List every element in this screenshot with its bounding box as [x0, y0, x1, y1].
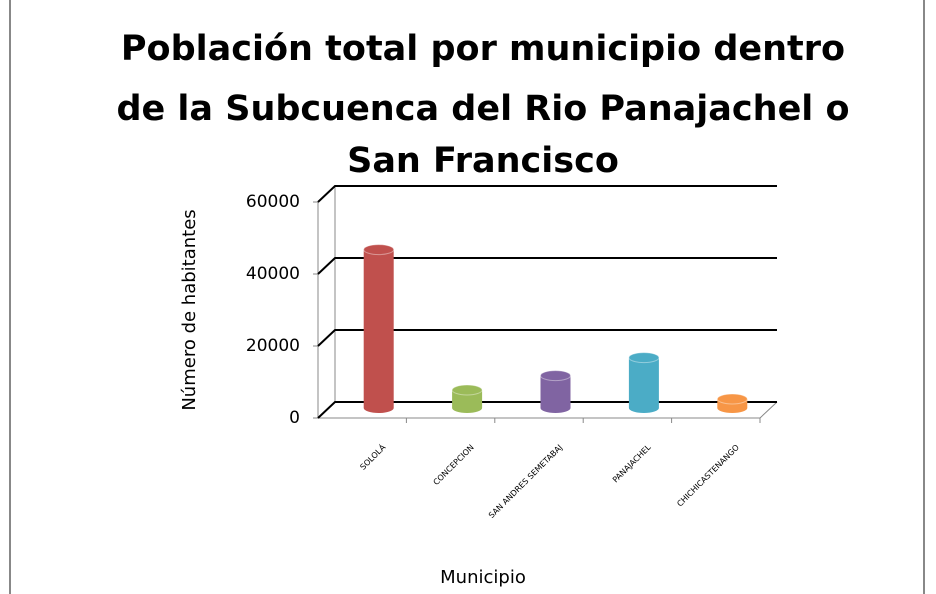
bar-part	[451, 384, 483, 396]
x-tick-label: CHICHICASTENANGO	[675, 443, 741, 509]
bar	[540, 370, 571, 413]
x-axis-title: Municipio	[440, 567, 526, 588]
chart-title: Población total por municipio dentro	[121, 29, 845, 69]
grid-line	[317, 329, 777, 347]
x-tick-label: SAN ANDRES SEMETABAJ	[487, 443, 564, 520]
grid-line	[317, 185, 777, 203]
x-tick-label: PANAJACHEL	[611, 442, 653, 484]
chart-frame	[9, 0, 925, 594]
grid-line	[317, 257, 777, 275]
x-tick-label: SOLOLÁ	[357, 441, 388, 472]
bar-part	[363, 249, 394, 413]
bar-part	[628, 357, 659, 413]
y-tick-label: 40000	[246, 264, 300, 284]
bar-part	[628, 352, 660, 364]
bar-part	[716, 393, 748, 405]
bar-part	[452, 390, 483, 413]
chart-title: San Francisco	[347, 141, 619, 181]
bar	[363, 244, 395, 413]
y-axis-title: Número de habitantes	[179, 209, 200, 410]
y-tick-label: 60000	[246, 192, 300, 212]
bar	[628, 352, 660, 413]
bar-part	[540, 375, 571, 413]
bar	[716, 393, 748, 413]
bar	[451, 384, 483, 413]
chart-title: de la Subcuenca del Rio Panajachel o	[116, 89, 849, 129]
back-wall	[334, 186, 777, 403]
y-tick-label: 0	[289, 408, 300, 428]
y-tick-label: 20000	[246, 336, 300, 356]
bar-part	[363, 244, 395, 256]
x-tick-label: CONCEPCION	[432, 443, 476, 487]
bar-part	[540, 370, 571, 382]
